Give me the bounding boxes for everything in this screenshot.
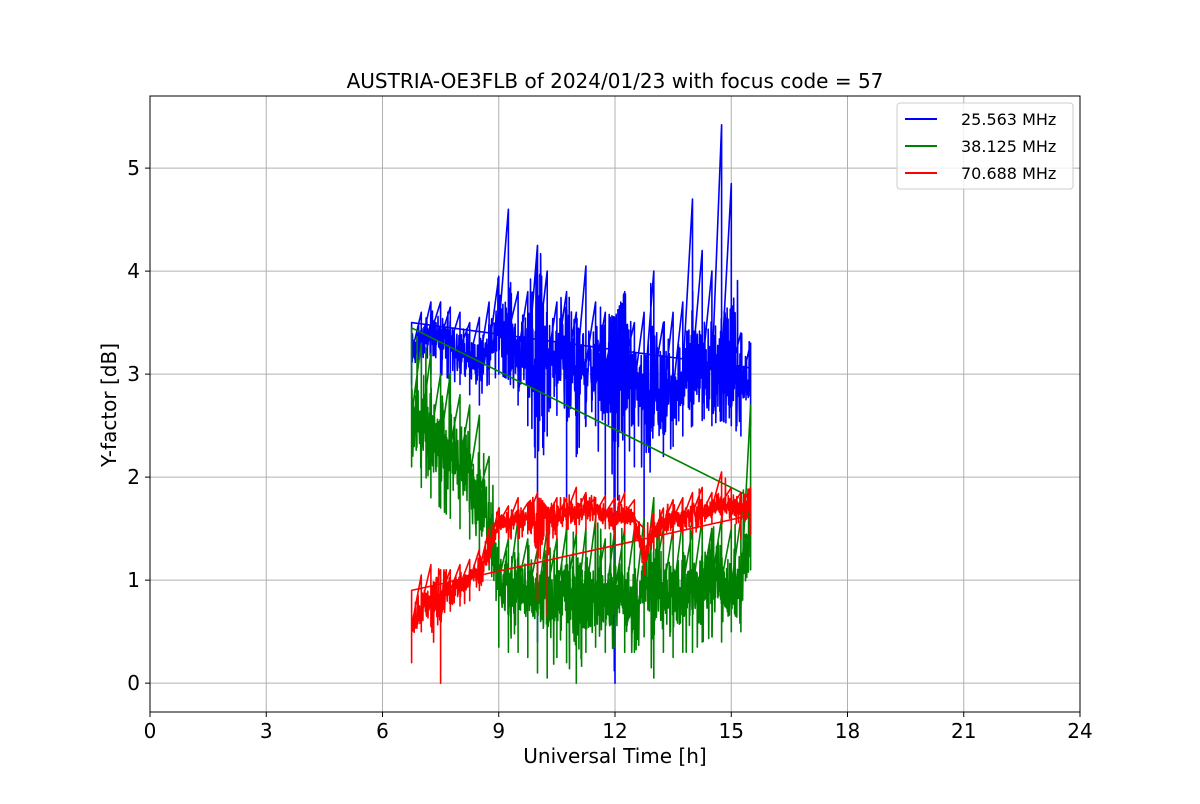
legend-box	[896, 102, 1074, 190]
y-tick-label: 5	[127, 156, 140, 180]
x-axis-title: Universal Time [h]	[523, 744, 706, 768]
x-tick-label: 6	[376, 719, 389, 743]
y-axis-title: Y-factor [dB]	[97, 343, 121, 468]
legend-label: 70.688 MHz	[961, 164, 1056, 183]
x-tick-label: 21	[951, 719, 976, 743]
series-layer	[410, 124, 752, 685]
y-tick-label: 3	[127, 362, 140, 386]
x-tick-label: 9	[492, 719, 505, 743]
legend-label: 38.125 MHz	[961, 137, 1056, 156]
y-tick-label: 4	[127, 259, 140, 283]
series-line-2	[410, 326, 752, 685]
legend-label: 25.563 MHz	[961, 110, 1056, 129]
x-tick-label: 3	[260, 719, 273, 743]
x-tick-label: 24	[1067, 719, 1092, 743]
x-tick-label: 15	[719, 719, 744, 743]
y-tick-label: 0	[127, 671, 140, 695]
x-tick-label: 0	[144, 719, 157, 743]
legend: 25.563 MHz 38.125 MHz 70.688 MHz	[896, 102, 1074, 190]
x-tick-label: 12	[602, 719, 627, 743]
chart-title: AUSTRIA-OE3FLB of 2024/01/23 with focus …	[347, 69, 884, 93]
y-tick-label: 1	[127, 568, 140, 592]
series-line-3	[410, 471, 752, 685]
x-tick-label: 18	[835, 719, 860, 743]
y-tick-label: 2	[127, 465, 140, 489]
